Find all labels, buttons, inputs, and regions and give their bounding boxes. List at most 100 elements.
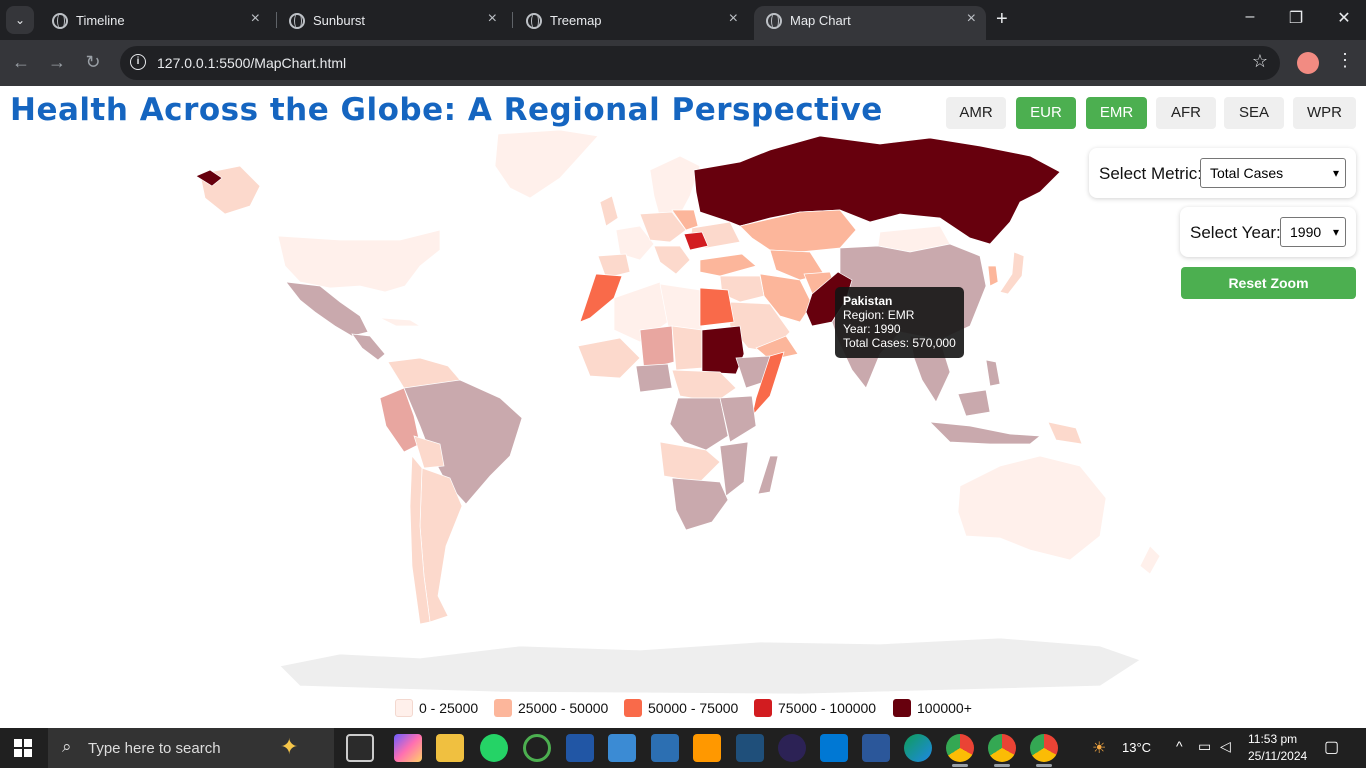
globe-icon <box>289 13 305 29</box>
mysql-workbench-icon[interactable] <box>736 734 764 762</box>
vscode-icon[interactable] <box>820 734 848 762</box>
country-egypt <box>699 287 735 327</box>
windows-taskbar: ⌕ Type here to search ✦ ☀ 13°C ^ ▭ ◁ 11:… <box>0 728 1366 768</box>
dev-app-icon[interactable] <box>566 734 594 762</box>
year-select[interactable]: 1990 ▾ <box>1280 217 1346 247</box>
globe-icon <box>526 13 542 29</box>
new-tab-icon[interactable]: + <box>996 8 1008 30</box>
restore-icon[interactable]: ❐ <box>1288 10 1304 27</box>
word-icon[interactable] <box>862 734 890 762</box>
tab-separator <box>276 12 277 28</box>
close-icon[interactable]: × <box>966 10 976 27</box>
tab-search-dropdown-icon[interactable]: ⌄ <box>6 6 34 34</box>
country-indonesia <box>929 421 1041 445</box>
sync-app-icon[interactable] <box>523 734 551 762</box>
window-close-icon[interactable]: ✕ <box>1337 10 1351 27</box>
legend-label: 100000+ <box>917 700 972 716</box>
browser-toolbar: ← → ↻ i 127.0.0.1:5500/MapChart.html ☆ ⋮ <box>0 40 1366 86</box>
country-angola-zambia <box>659 441 721 483</box>
country-chad <box>671 325 703 371</box>
reset-zoom-button[interactable]: Reset Zoom <box>1181 267 1356 299</box>
file-explorer-icon[interactable] <box>436 734 464 762</box>
year-label: Select Year: <box>1190 223 1281 242</box>
tab-separator <box>512 12 513 28</box>
legend-swatch <box>624 699 642 717</box>
country-borneo <box>957 389 991 417</box>
metric-label: Select Metric: <box>1099 164 1202 183</box>
metric-select[interactable]: Total Cases ▾ <box>1200 158 1346 188</box>
country-mexico <box>285 281 369 337</box>
taskbar-search[interactable]: ⌕ Type here to search ✦ <box>48 728 334 768</box>
forward-icon[interactable]: → <box>48 52 66 72</box>
close-icon[interactable]: × <box>487 10 497 27</box>
copilot-icon[interactable] <box>394 734 422 762</box>
world-map[interactable] <box>0 126 1366 701</box>
network-icon[interactable]: ▭ <box>1198 738 1212 754</box>
legend-label: 0 - 25000 <box>419 700 479 716</box>
country-southern-africa <box>671 477 729 531</box>
whatsapp-icon[interactable] <box>480 734 508 762</box>
tab-treemap[interactable]: Treemap × <box>514 6 748 36</box>
sublime-text-icon[interactable] <box>693 734 721 762</box>
year-select-value: 1990 <box>1290 224 1322 240</box>
edge-icon[interactable] <box>904 734 932 762</box>
weather-icon[interactable]: ☀ <box>1092 740 1107 757</box>
back-icon[interactable]: ← <box>12 52 30 72</box>
chrome-profile-icon[interactable] <box>988 734 1016 767</box>
profile-avatar[interactable] <box>1297 52 1319 74</box>
chrome-icon[interactable] <box>946 734 974 767</box>
chevron-down-icon: ▾ <box>1332 166 1339 180</box>
more-menu-icon[interactable]: ⋮ <box>1336 50 1354 70</box>
country-sudan <box>701 325 745 375</box>
close-icon[interactable]: × <box>250 10 260 27</box>
clock-time[interactable]: 11:53 pm <box>1248 732 1298 746</box>
country-madagascar <box>757 455 779 495</box>
task-view-icon[interactable] <box>346 734 374 762</box>
eclipse-icon[interactable] <box>778 734 806 762</box>
country-italy-balkans <box>653 245 691 275</box>
region-button-sea[interactable]: SEA <box>1224 97 1284 129</box>
year-panel: Select Year: 1990 ▾ <box>1180 207 1356 257</box>
country-turkey <box>699 253 757 277</box>
country-germany-central <box>639 211 687 243</box>
network-app-icon[interactable] <box>651 734 679 762</box>
volume-icon[interactable]: ◁ <box>1220 738 1231 754</box>
close-icon[interactable]: × <box>728 10 738 27</box>
map-tooltip: Pakistan Region: EMR Year: 1990 Total Ca… <box>835 287 964 358</box>
tooltip-cases: Total Cases: 570,000 <box>843 336 956 350</box>
tab-label: Sunburst <box>313 13 366 28</box>
country-scandinavia <box>649 155 701 223</box>
clock-date[interactable]: 25/11/2024 <box>1248 749 1308 763</box>
region-button-amr[interactable]: AMR <box>946 97 1006 129</box>
snowflake-app-icon[interactable] <box>608 734 636 762</box>
country-japan <box>999 251 1025 295</box>
legend-swatch <box>494 699 512 717</box>
site-info-icon[interactable]: i <box>130 54 146 70</box>
chrome-active-icon[interactable] <box>1030 734 1058 767</box>
address-bar[interactable]: i 127.0.0.1:5500/MapChart.html ☆ <box>120 46 1280 80</box>
country-east-africa <box>719 395 757 443</box>
chevron-up-icon[interactable]: ^ <box>1176 738 1183 754</box>
region-button-emr[interactable]: EMR <box>1086 97 1147 129</box>
page-content: Health Across the Globe: A Regional Pers… <box>0 86 1366 728</box>
country-korea <box>987 265 999 287</box>
tooltip-country: Pakistan <box>843 294 893 308</box>
country-greenland <box>494 129 599 199</box>
notifications-icon[interactable]: ▢ <box>1324 739 1340 756</box>
tab-timeline[interactable]: Timeline × <box>40 6 270 36</box>
region-button-afr[interactable]: AFR <box>1156 97 1216 129</box>
legend-swatch <box>754 699 772 717</box>
region-button-wpr[interactable]: WPR <box>1293 97 1356 129</box>
tab-sunburst[interactable]: Sunburst × <box>277 6 507 36</box>
tab-map-chart[interactable]: Map Chart × <box>754 6 986 40</box>
weather-temperature[interactable]: 13°C <box>1122 740 1152 755</box>
windows-start-icon[interactable] <box>14 739 32 757</box>
country-philippines <box>985 359 1001 387</box>
minimize-icon[interactable]: – <box>1245 8 1255 25</box>
bookmark-star-icon[interactable]: ☆ <box>1251 51 1268 71</box>
country-chile <box>409 455 431 625</box>
country-central-africa <box>671 369 737 403</box>
country-mali-niger <box>639 325 675 371</box>
region-button-eur[interactable]: EUR <box>1016 97 1076 129</box>
reload-icon[interactable]: ↻ <box>85 52 101 72</box>
